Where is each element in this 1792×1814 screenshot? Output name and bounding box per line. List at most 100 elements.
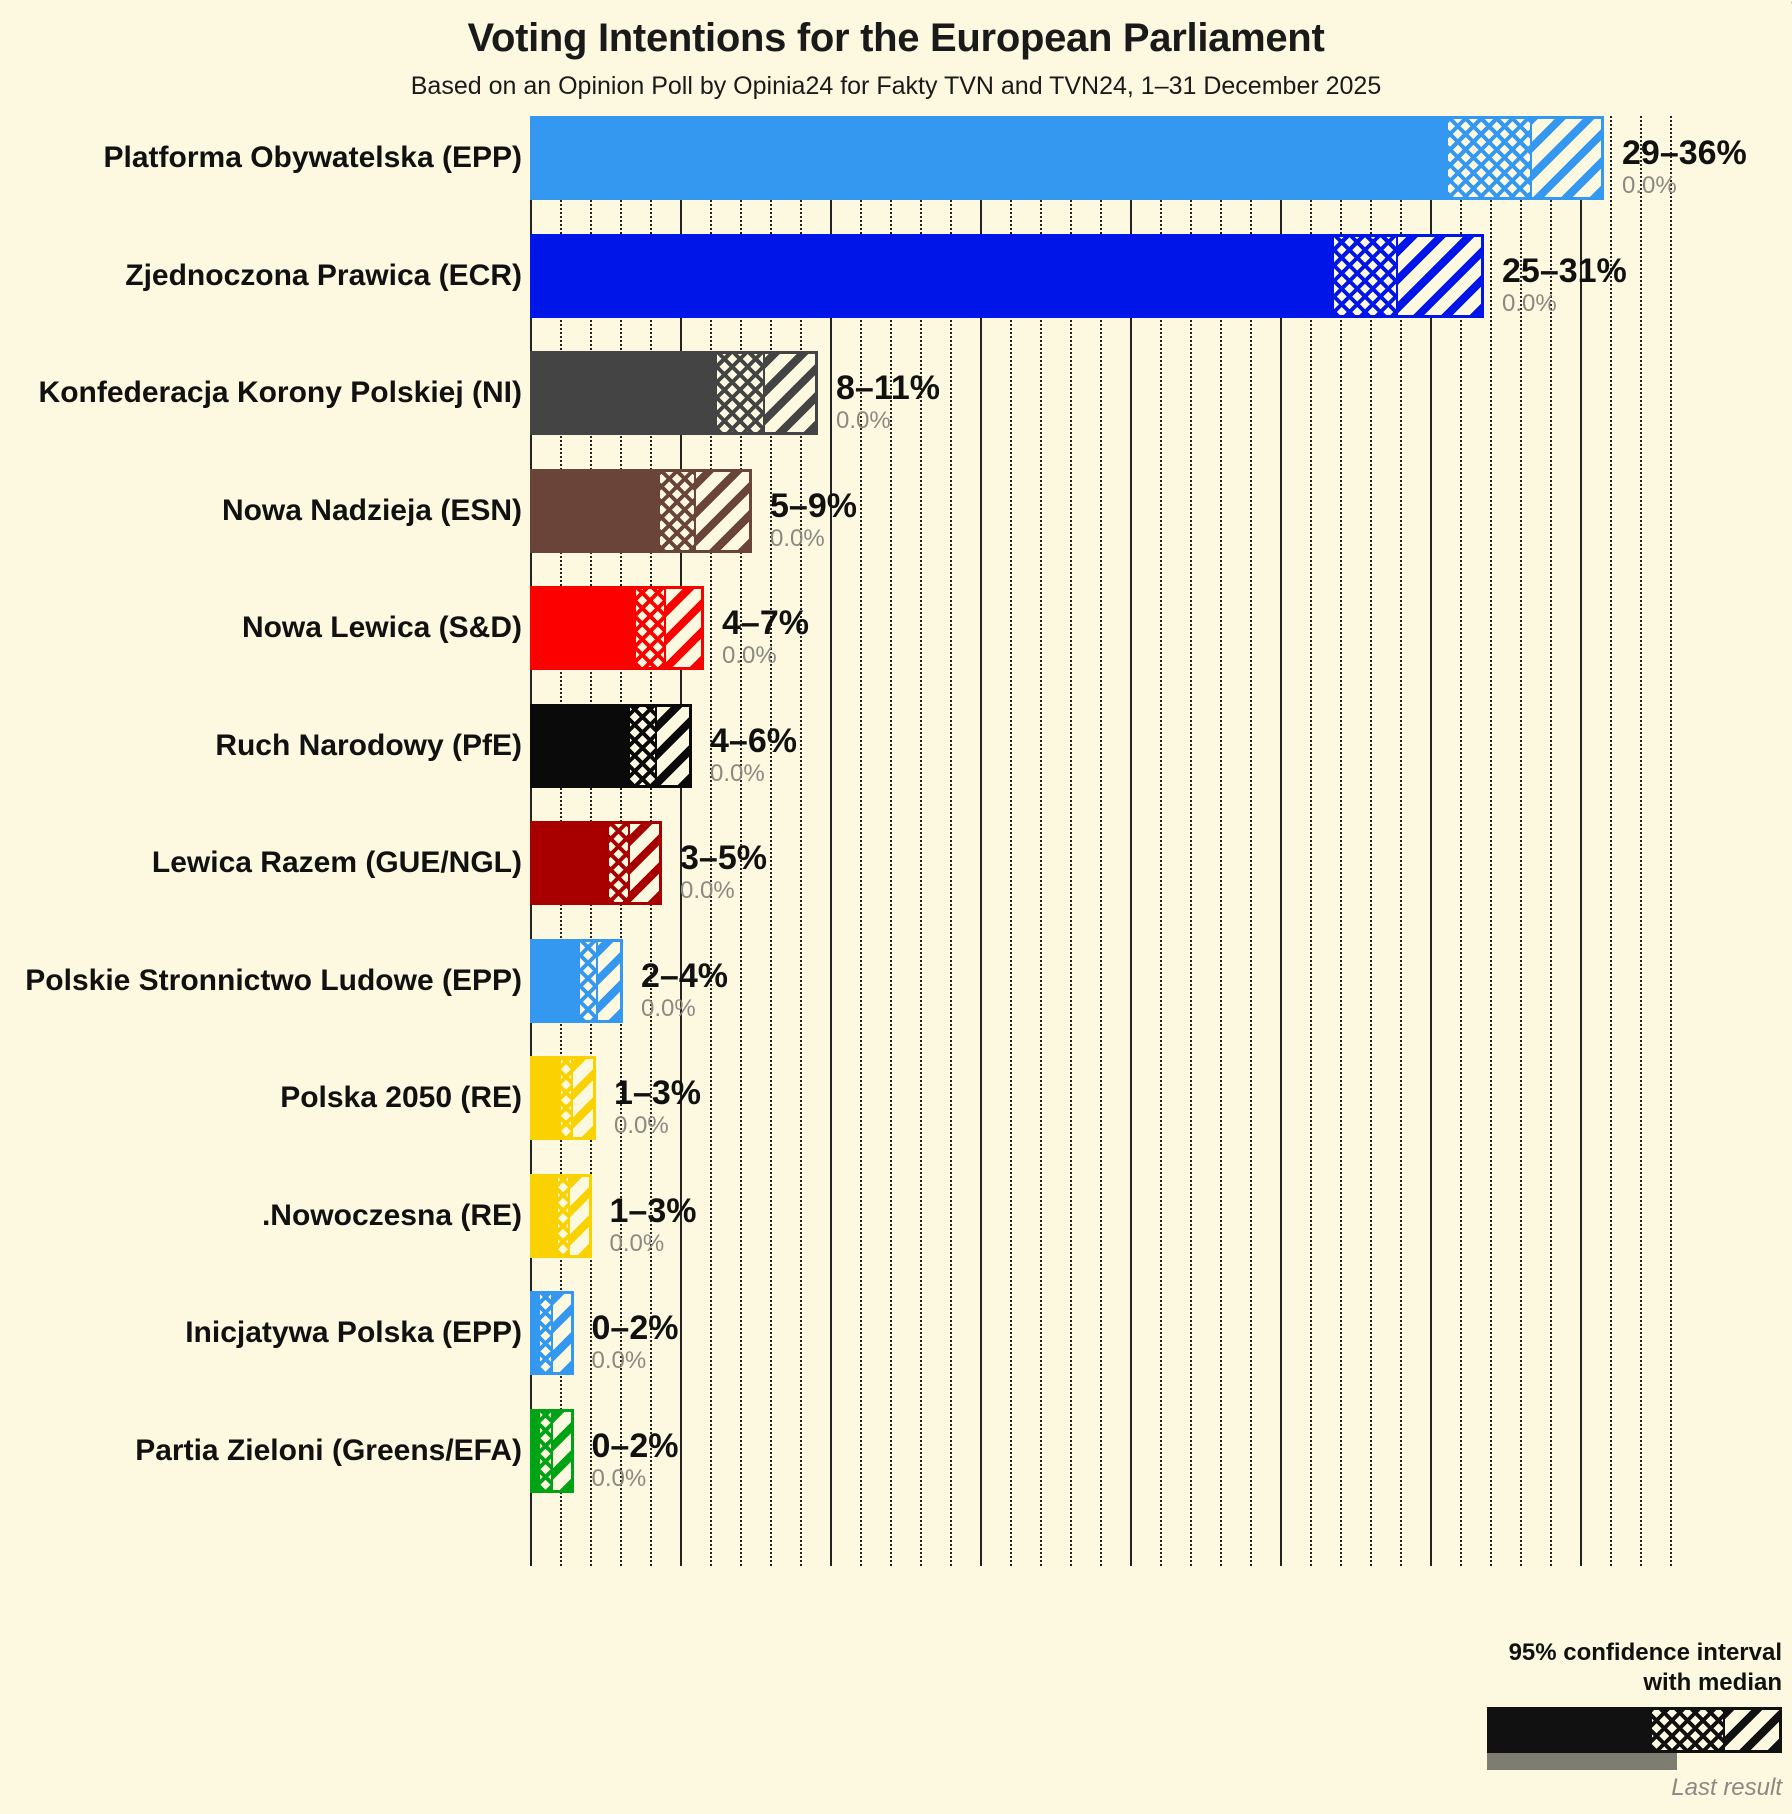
gridline-major [980, 116, 982, 1566]
bar-median-segment [533, 589, 635, 667]
confidence-interval-bar [530, 1056, 596, 1140]
legend-sample-bar [1487, 1707, 1782, 1753]
gridline-minor [740, 116, 742, 1566]
bar-median-segment [533, 119, 1446, 197]
gridline-minor [1670, 116, 1672, 1566]
legend-last-result-bar [1487, 1753, 1677, 1770]
bar-median-segment [533, 471, 659, 550]
gridline-minor [1340, 116, 1342, 1566]
confidence-interval-bar [530, 938, 623, 1023]
bar-diagonal-segment [1532, 119, 1601, 197]
party-label: Polskie Stronnictwo Ludowe (EPP) [25, 963, 522, 997]
bar-range-label: 1–3% [614, 1074, 701, 1112]
confidence-interval-bar [530, 1291, 574, 1375]
bar-range-label: 1–3% [609, 1191, 697, 1230]
gridline-minor [1520, 116, 1522, 1566]
bar-range-label: 4–6% [710, 721, 797, 760]
party-label: Ruch Narodowy (PfE) [215, 728, 522, 762]
bar-median-segment [533, 1176, 556, 1255]
bar-median-segment [533, 1294, 538, 1372]
bar-row: Konfederacja Korony Polskiej (NI) 8–11% 0.… [0, 351, 1792, 469]
gridline-minor [1490, 116, 1492, 1566]
bar-last-result-label: 0.0% [641, 994, 696, 1022]
party-label: Partia Zieloni (Greens/EFA) [135, 1433, 522, 1467]
bar-crosshatch-segment [658, 471, 697, 550]
gridline-minor [800, 116, 802, 1566]
gridline-major [1430, 116, 1432, 1566]
bar-last-result-label: 0.0% [710, 759, 765, 787]
gridline-minor [950, 116, 952, 1566]
bar-crosshatch-segment [715, 354, 766, 432]
bar-crosshatch-segment [1331, 236, 1398, 315]
confidence-interval-bar [530, 351, 818, 435]
bar-last-result-label: 0.0% [836, 407, 891, 434]
bar-last-result-label: 0.0% [609, 1229, 665, 1257]
gridline-minor [1370, 116, 1372, 1566]
gridline-minor [770, 116, 772, 1566]
bar-median-segment [533, 236, 1332, 315]
bar-range-label: 5–9% [770, 486, 857, 525]
gridline-minor [1460, 116, 1462, 1566]
bar-range-label: 25–31% [1502, 251, 1627, 290]
gridline-minor [1550, 116, 1552, 1566]
bar-median-segment [533, 1411, 538, 1490]
legend-line2: with median [1643, 1668, 1782, 1696]
bar-range-label: 2–4% [641, 956, 728, 995]
gridline-major [830, 116, 832, 1566]
legend-median-segment [1490, 1710, 1650, 1750]
gridline-minor [890, 116, 892, 1566]
bar-range-label: 3–5% [680, 839, 767, 877]
page-title: Voting Intentions for the European Parli… [467, 16, 1325, 60]
bar-diagonal-segment [1397, 236, 1481, 315]
bar-diagonal-segment [696, 471, 749, 550]
gridline-minor [1100, 116, 1102, 1566]
party-label: .Nowoczesna (RE) [261, 1198, 522, 1232]
bar-median-segment [533, 824, 608, 902]
legend: 95% confidence interval with median Last… [1382, 1638, 1782, 1802]
bar-median-segment [533, 706, 629, 785]
party-label: Nowa Lewica (S&D) [241, 611, 522, 644]
party-label: Nowa Nadzieja (ESN) [221, 493, 522, 527]
bar-diagonal-segment [657, 706, 689, 785]
bar-last-result-label: 0.0% [591, 1347, 647, 1374]
gridline-minor [710, 116, 712, 1566]
bar-row: Polska 2050 (RE) 1–3% 0.0% [0, 1056, 1792, 1174]
bar-row: Platforma Obywatelska (EPP) 29–36% 0.0% [0, 116, 1792, 234]
confidence-interval-bar [530, 116, 1604, 200]
confidence-interval-bar [530, 703, 692, 788]
confidence-interval-bar [530, 468, 752, 553]
bar-median-segment [533, 1059, 559, 1137]
bar-last-result-label: 0.0% [1502, 289, 1557, 317]
bar-diagonal-segment [569, 1176, 589, 1255]
gridline-minor [1250, 116, 1252, 1566]
bar-crosshatch-segment [607, 824, 631, 902]
bar-diagonal-segment [552, 1411, 571, 1490]
gridline-major [1580, 116, 1582, 1566]
confidence-interval-bar [530, 233, 1484, 318]
legend-last-result-label: Last result [1671, 1774, 1782, 1801]
bar-row: Nowa Lewica (S&D) 4–7% 0.0% [0, 586, 1792, 704]
confidence-interval-bar [530, 1173, 592, 1258]
gridline-major [680, 116, 682, 1566]
gridline-minor [920, 116, 922, 1566]
bar-last-result-label: 0.0% [591, 1464, 647, 1492]
bar-crosshatch-segment [537, 1411, 553, 1490]
bar-row: Partia Zieloni (Greens/EFA) 0–2% 0.0% [0, 1408, 1792, 1527]
bar-row: Polskie Stronnictwo Ludowe (EPP) 2–4% 0.0% [0, 938, 1792, 1057]
party-label: Inicjatywa Polska (EPP) [185, 1316, 522, 1349]
bar-range-label: 4–7% [722, 604, 809, 642]
bar-last-result-label: 0.0% [722, 642, 777, 669]
bar-crosshatch-segment [1445, 119, 1533, 197]
plot-area [530, 116, 1690, 1566]
bar-range-label: 0–2% [591, 1426, 679, 1465]
gridline-minor [1070, 116, 1072, 1566]
party-label: Zjednoczona Prawica (ECR) [125, 258, 522, 292]
bar-diagonal-segment [765, 354, 815, 432]
gridline-minor [1610, 116, 1612, 1566]
bar-crosshatch-segment [628, 706, 658, 785]
gridline-minor [1400, 116, 1402, 1566]
bar-crosshatch-segment [537, 1294, 553, 1372]
bar-range-label: 8–11% [836, 369, 940, 407]
legend-last-result-wrap [1487, 1753, 1782, 1770]
